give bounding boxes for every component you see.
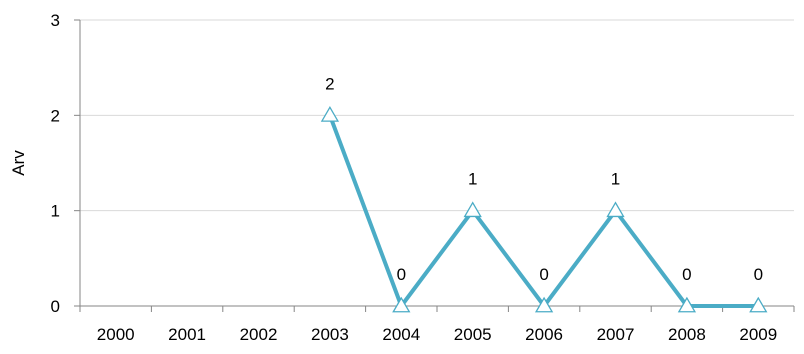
gridlines: [80, 19, 794, 212]
x-tick-label: 2000: [97, 325, 135, 344]
x-tick-labels: 2000 2001 2002 2003 2004 2005 2006 2007 2008 2009: [97, 325, 777, 344]
x-tick-label: 2002: [240, 325, 278, 344]
data-point-marker: [534, 296, 554, 313]
data-label: 0: [754, 265, 763, 284]
y-tick-label: 3: [51, 11, 60, 30]
x-tick-label: 2009: [739, 325, 777, 344]
y-axis-title: Arv: [9, 150, 28, 176]
data-point-marker: [606, 201, 625, 218]
data-labels: 2 0 1 0 1 0 0: [325, 74, 763, 284]
y-tick-labels: 0 1 2 3: [51, 11, 60, 316]
x-tick-label: 2008: [668, 325, 706, 344]
y-tick-label: 0: [51, 297, 60, 316]
data-point-marker: [749, 296, 768, 313]
y-tick-label: 1: [51, 202, 60, 221]
data-point-marker: [392, 296, 411, 313]
data-point-marker: [463, 201, 482, 218]
data-label: 0: [682, 265, 691, 284]
data-label: 1: [611, 170, 620, 189]
data-markers: [320, 106, 768, 313]
x-tick-label: 2007: [597, 325, 635, 344]
data-point-marker: [677, 296, 697, 313]
x-tick-label: 2005: [454, 325, 492, 344]
x-tick-label: 2004: [382, 325, 420, 344]
data-point-marker: [320, 106, 340, 122]
data-label: 0: [397, 265, 406, 284]
data-label: 0: [539, 265, 548, 284]
y-tick-label: 2: [51, 106, 60, 125]
x-tick-label: 2001: [168, 325, 206, 344]
axes: [74, 19, 795, 312]
data-label: 2: [325, 74, 334, 93]
x-tick-label: 2006: [525, 325, 563, 344]
data-label: 1: [468, 170, 477, 189]
x-tick-label: 2003: [311, 325, 349, 344]
